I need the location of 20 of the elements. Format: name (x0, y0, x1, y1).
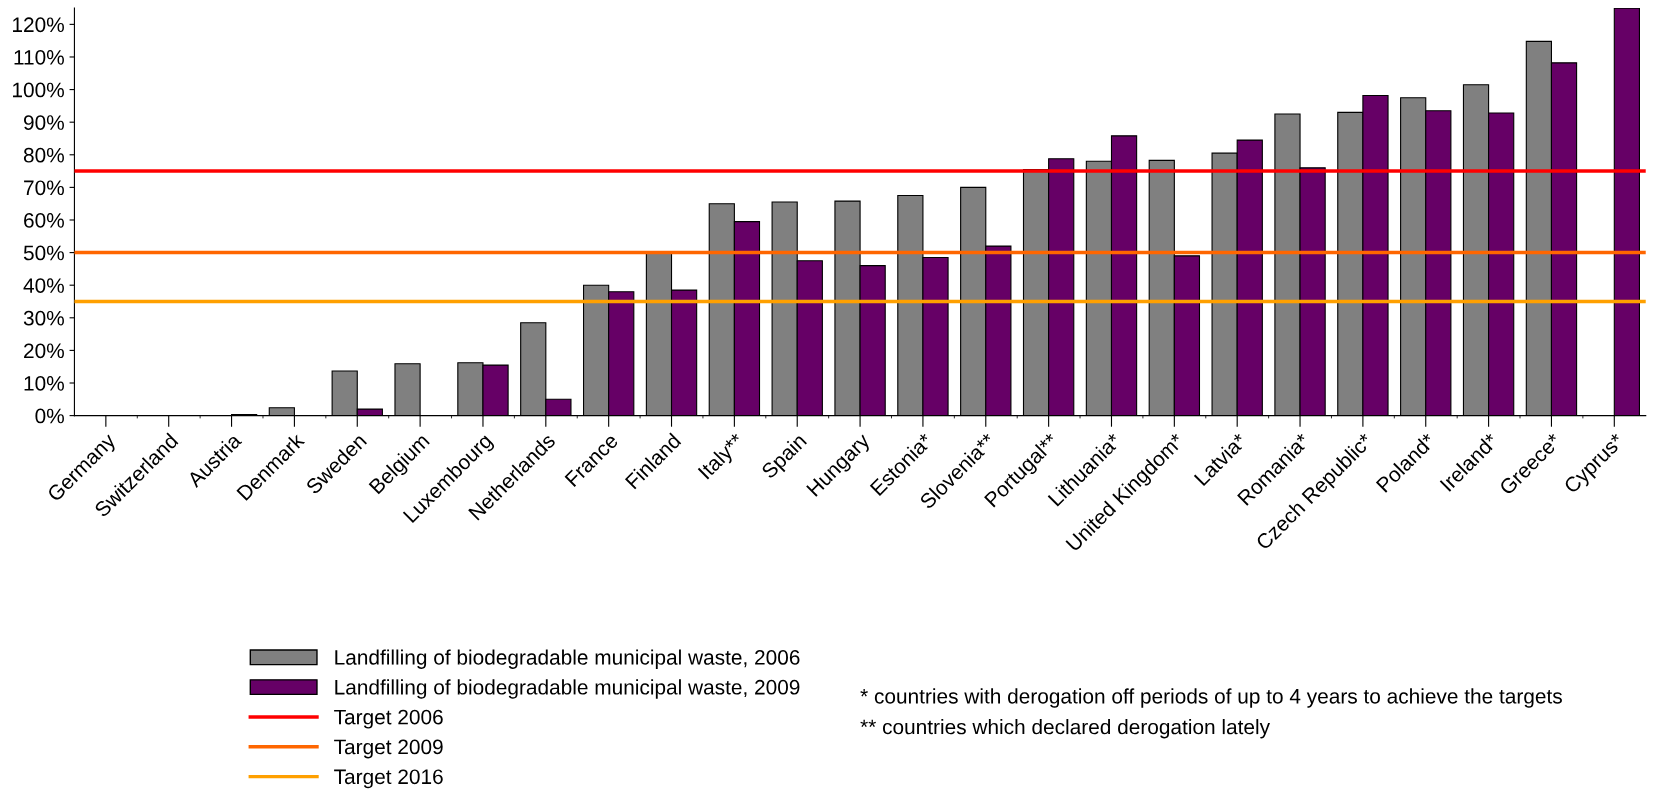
y-tick-label: 110% (14, 49, 64, 65)
y-tick-label: 80% (23, 147, 64, 163)
y-tick-label: 120% (13, 17, 64, 33)
y-tick-label: 100% (13, 82, 64, 98)
y-tick-label: 40% (23, 278, 64, 293)
legend-label: Target 2009 (334, 739, 443, 759)
y-tick-label: 60% (24, 212, 64, 228)
legend-label: Target 2006 (334, 709, 443, 729)
y-tick-label: 90% (23, 115, 64, 130)
y-tick-label: 70% (24, 180, 64, 196)
y-tick-label: 30% (23, 310, 64, 326)
y-tick-label: 0% (35, 408, 64, 424)
legend-label: Landfilling of biodegradable municipal waste, 2009 (335, 679, 800, 699)
y-tick-label: 10% (24, 376, 64, 391)
legend-label: Landfilling of biodegradable municipal waste, 2006 (335, 649, 800, 669)
y-tick-label: 20% (24, 343, 64, 359)
text: * countries with derogation off periods of up to 4 years to achieve the targets (860, 688, 1562, 708)
legend-label: Target 2016 (334, 769, 443, 789)
y-tick-label: 50% (23, 245, 64, 261)
text: ** countries which declared derogation lately (860, 719, 1270, 739)
